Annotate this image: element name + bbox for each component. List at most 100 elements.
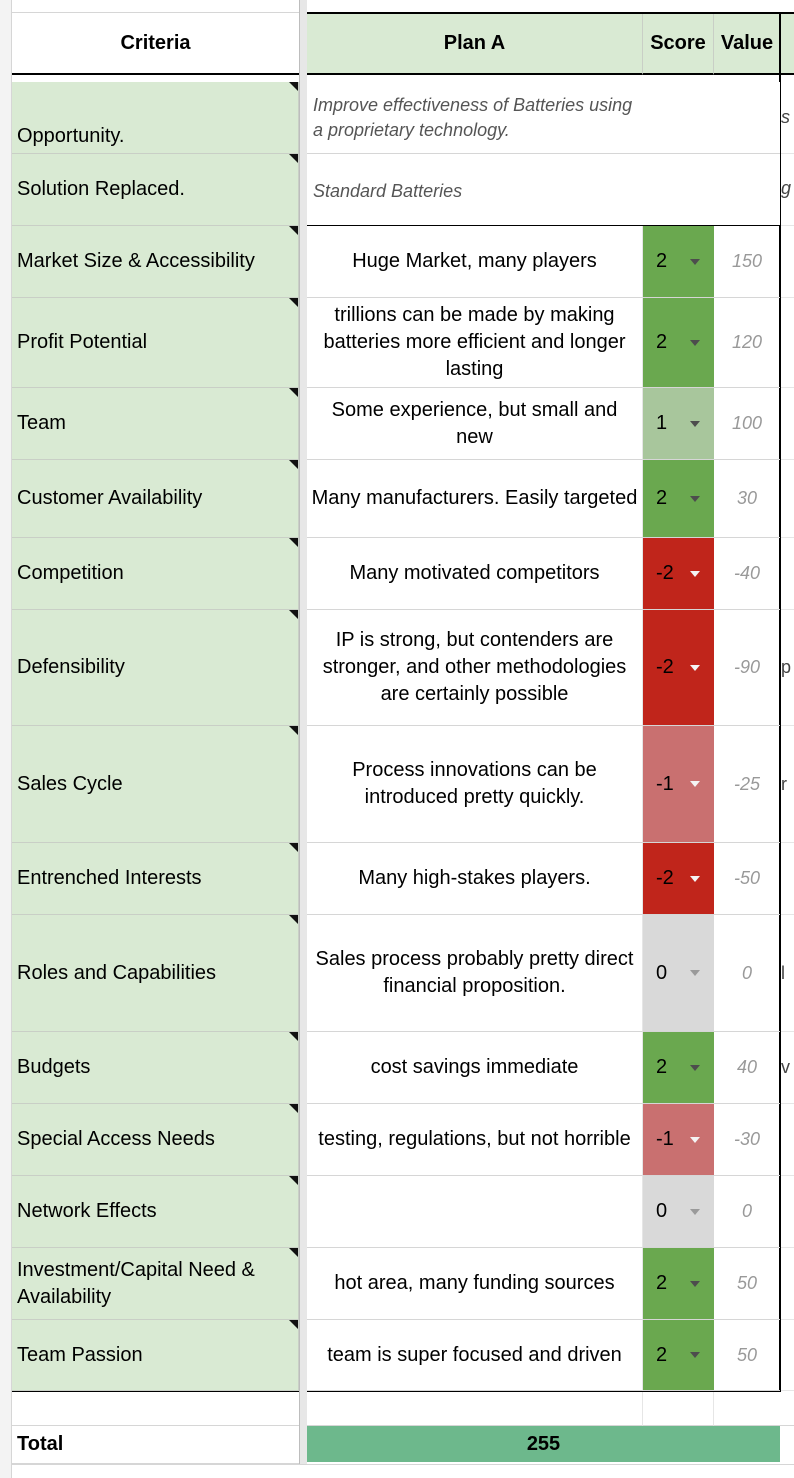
chevron-down-icon[interactable] <box>690 1136 700 1143</box>
total-value-cell[interactable]: 255 <box>307 1426 780 1462</box>
value-cell[interactable]: 100 <box>714 388 780 460</box>
header-next-column[interactable] <box>781 14 794 75</box>
value-cell[interactable]: 0 <box>714 1176 780 1248</box>
plan-cell-solution-replaced[interactable]: Standard Batteries <box>307 154 643 226</box>
note-indicator-icon[interactable] <box>289 1176 298 1185</box>
header-score[interactable]: Score <box>643 14 714 75</box>
empty-row[interactable] <box>12 1392 299 1426</box>
score-dropdown[interactable]: -2 <box>643 843 714 915</box>
plan-cell[interactable] <box>307 1176 643 1248</box>
note-indicator-icon[interactable] <box>289 154 298 163</box>
plan-cell[interactable]: Sales process probably pretty direct fin… <box>307 915 643 1032</box>
criteria-cell[interactable]: Customer Availability <box>12 460 299 538</box>
plan-cell[interactable]: Many manufacturers. Easily targeted <box>307 460 643 538</box>
note-indicator-icon[interactable] <box>289 1248 298 1257</box>
chevron-down-icon[interactable] <box>690 970 700 976</box>
empty-row[interactable] <box>307 1392 643 1426</box>
criteria-cell[interactable]: Network Effects <box>12 1176 299 1248</box>
next-column-cell[interactable]: l <box>781 915 794 1032</box>
chevron-down-icon[interactable] <box>690 339 700 346</box>
next-column-cell[interactable] <box>781 538 794 610</box>
next-column-cell[interactable] <box>781 226 794 298</box>
next-column-cell[interactable]: p <box>781 610 794 726</box>
plan-cell[interactable]: Many high-stakes players. <box>307 843 643 915</box>
value-cell[interactable]: 0 <box>714 915 780 1032</box>
next-column-cell[interactable] <box>781 1320 794 1391</box>
empty-row[interactable] <box>714 1392 794 1426</box>
plan-cell[interactable]: cost savings immediate <box>307 1032 643 1104</box>
plan-cell[interactable]: team is super focused and driven <box>307 1320 643 1391</box>
chevron-down-icon[interactable] <box>690 781 700 787</box>
score-dropdown[interactable]: 2 <box>643 1320 714 1391</box>
value-cell[interactable]: 30 <box>714 460 780 538</box>
note-indicator-icon[interactable] <box>289 298 298 307</box>
value-cell[interactable]: 120 <box>714 298 780 388</box>
value-cell[interactable]: 150 <box>714 226 780 298</box>
value-cell[interactable]: 50 <box>714 1248 780 1320</box>
criteria-cell[interactable]: Profit Potential <box>12 298 299 388</box>
score-dropdown[interactable]: -2 <box>643 610 714 726</box>
note-indicator-icon[interactable] <box>289 1320 298 1329</box>
header-value[interactable]: Value <box>714 14 780 75</box>
note-indicator-icon[interactable] <box>289 843 298 852</box>
criteria-cell-opportunity[interactable]: Opportunity. <box>12 82 299 154</box>
chevron-down-icon[interactable] <box>690 1352 700 1358</box>
empty-row[interactable] <box>643 1392 714 1426</box>
total-label-cell[interactable]: Total <box>12 1426 299 1464</box>
note-indicator-icon[interactable] <box>289 610 298 619</box>
value-cell[interactable]: -40 <box>714 538 780 610</box>
header-criteria[interactable]: Criteria <box>12 13 299 75</box>
next-column-cell[interactable] <box>781 1176 794 1248</box>
plan-cell-opportunity[interactable]: Improve effectiveness of Batteries using… <box>307 82 643 154</box>
plan-cell[interactable]: Process innovations can be introduced pr… <box>307 726 643 843</box>
next-column-cell[interactable]: r <box>781 726 794 843</box>
score-dropdown[interactable]: 2 <box>643 1032 714 1104</box>
chevron-down-icon[interactable] <box>690 1280 700 1287</box>
value-cell[interactable]: 50 <box>714 1320 780 1391</box>
plan-cell[interactable]: hot area, many funding sources <box>307 1248 643 1320</box>
score-dropdown[interactable]: 2 <box>643 226 714 298</box>
criteria-cell[interactable]: Defensibility <box>12 610 299 726</box>
score-dropdown[interactable]: 0 <box>643 1176 714 1248</box>
chevron-down-icon[interactable] <box>690 1208 700 1215</box>
value-cell[interactable]: -25 <box>714 726 780 843</box>
chevron-down-icon[interactable] <box>690 570 700 577</box>
next-column-cell[interactable] <box>781 1248 794 1320</box>
criteria-cell[interactable]: Team <box>12 388 299 460</box>
score-dropdown[interactable]: 0 <box>643 915 714 1032</box>
criteria-cell[interactable]: Competition <box>12 538 299 610</box>
next-column-cell[interactable] <box>781 388 794 460</box>
note-indicator-icon[interactable] <box>289 726 298 735</box>
next-column-cell[interactable]: v <box>781 1032 794 1104</box>
value-cell[interactable]: -90 <box>714 610 780 726</box>
criteria-cell[interactable]: Team Passion <box>12 1320 299 1391</box>
chevron-down-icon[interactable] <box>690 664 700 671</box>
plan-cell[interactable]: Many motivated competitors <box>307 538 643 610</box>
value-cell[interactable]: 40 <box>714 1032 780 1104</box>
next-column-cell[interactable] <box>781 460 794 538</box>
chevron-down-icon[interactable] <box>690 495 700 502</box>
next-column-cell[interactable] <box>781 298 794 388</box>
note-indicator-icon[interactable] <box>289 915 298 924</box>
score-dropdown[interactable]: -1 <box>643 726 714 843</box>
criteria-cell[interactable]: Roles and Capabilities <box>12 915 299 1032</box>
note-indicator-icon[interactable] <box>289 388 298 397</box>
chevron-down-icon[interactable] <box>690 420 700 427</box>
criteria-cell-solution-replaced[interactable]: Solution Replaced. <box>12 154 299 226</box>
chevron-down-icon[interactable] <box>690 258 700 265</box>
criteria-cell[interactable]: Entrenched Interests <box>12 843 299 915</box>
plan-cell[interactable]: Some experience, but small and new <box>307 388 643 460</box>
next-column-cell[interactable]: g <box>781 154 794 226</box>
plan-cell[interactable]: testing, regulations, but not horrible <box>307 1104 643 1176</box>
score-dropdown[interactable]: 2 <box>643 460 714 538</box>
criteria-cell[interactable]: Market Size & Accessibility <box>12 226 299 298</box>
criteria-cell[interactable]: Budgets <box>12 1032 299 1104</box>
criteria-cell[interactable]: Special Access Needs <box>12 1104 299 1176</box>
next-column-cell[interactable] <box>781 1104 794 1176</box>
next-column-cell[interactable] <box>781 843 794 915</box>
note-indicator-icon[interactable] <box>289 1032 298 1041</box>
next-column-cell[interactable]: s <box>781 82 794 154</box>
criteria-cell[interactable]: Investment/Capital Need & Availability <box>12 1248 299 1320</box>
note-indicator-icon[interactable] <box>289 538 298 547</box>
note-indicator-icon[interactable] <box>289 226 298 235</box>
